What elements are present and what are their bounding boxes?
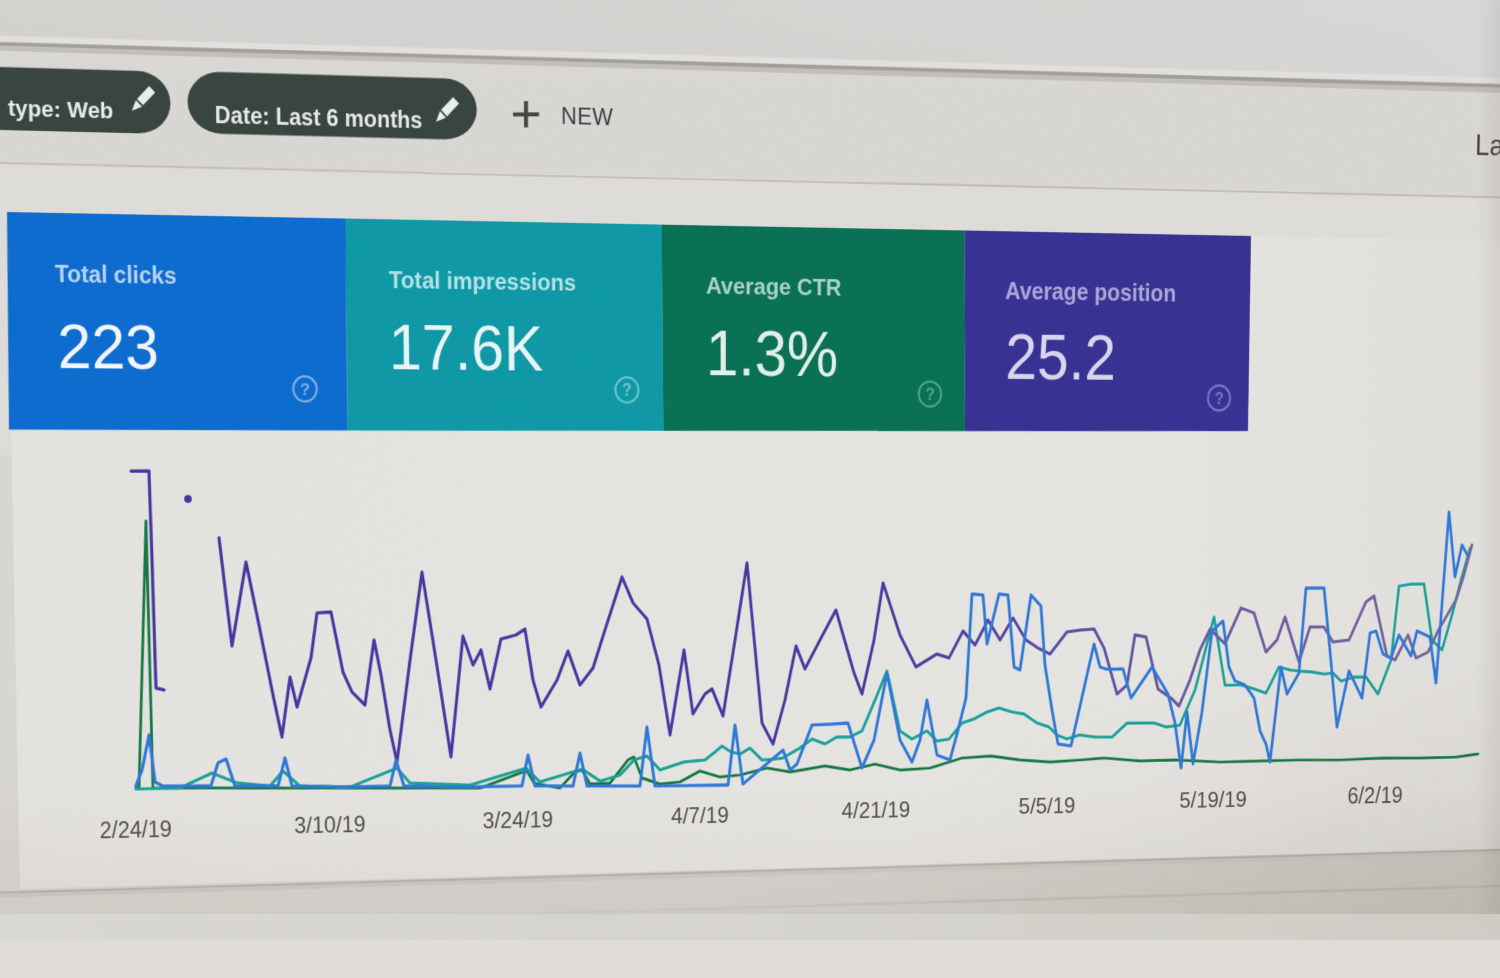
svg-text:?: ? xyxy=(622,381,632,400)
svg-text:17.6K: 17.6K xyxy=(388,311,543,384)
svg-text:?: ? xyxy=(925,385,934,404)
svg-text:3/24/19: 3/24/19 xyxy=(482,808,553,835)
svg-text:4/7/19: 4/7/19 xyxy=(671,803,729,829)
svg-text:NEW: NEW xyxy=(561,103,614,131)
svg-text:5/19/19: 5/19/19 xyxy=(1179,787,1247,814)
svg-text:223: 223 xyxy=(57,310,160,383)
svg-text:Average CTR: Average CTR xyxy=(706,273,841,302)
svg-text:6/2/19: 6/2/19 xyxy=(1347,783,1403,809)
svg-text:Date: Last 6 months: Date: Last 6 months xyxy=(215,102,423,133)
svg-text:3/10/19: 3/10/19 xyxy=(294,812,366,838)
svg-text:2/24/19: 2/24/19 xyxy=(99,817,172,844)
svg-text:?: ? xyxy=(300,379,310,399)
svg-text:5/5/19: 5/5/19 xyxy=(1019,793,1076,819)
svg-text:Average position: Average position xyxy=(1005,278,1176,307)
svg-text:25.2: 25.2 xyxy=(1005,322,1117,394)
svg-text:?: ? xyxy=(1214,388,1223,408)
svg-text:Total clicks: Total clicks xyxy=(55,261,177,290)
svg-text:4/21/19: 4/21/19 xyxy=(842,798,911,824)
svg-text:La: La xyxy=(1475,128,1500,162)
svg-text:Total impressions: Total impressions xyxy=(389,267,576,296)
svg-text:type: Web: type: Web xyxy=(8,95,114,124)
svg-text:1.3%: 1.3% xyxy=(706,319,838,391)
